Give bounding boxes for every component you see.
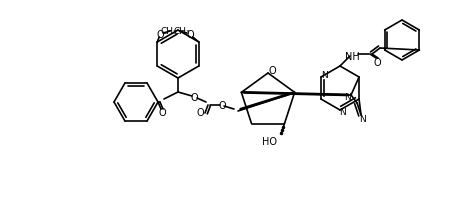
Text: O: O xyxy=(187,30,195,40)
Text: CH₃: CH₃ xyxy=(173,26,190,35)
Text: O: O xyxy=(157,30,164,40)
Text: N: N xyxy=(358,114,365,123)
Text: N: N xyxy=(322,71,328,80)
Text: O: O xyxy=(196,108,204,117)
Text: HO: HO xyxy=(263,136,277,146)
Text: CH₃: CH₃ xyxy=(160,26,177,35)
Text: O: O xyxy=(373,58,381,68)
Text: O: O xyxy=(218,101,226,110)
Text: N: N xyxy=(340,108,347,117)
Text: O: O xyxy=(190,92,198,103)
Text: NH: NH xyxy=(345,52,359,62)
Text: N: N xyxy=(344,93,350,102)
Text: O: O xyxy=(158,108,166,117)
Text: O: O xyxy=(268,66,276,76)
